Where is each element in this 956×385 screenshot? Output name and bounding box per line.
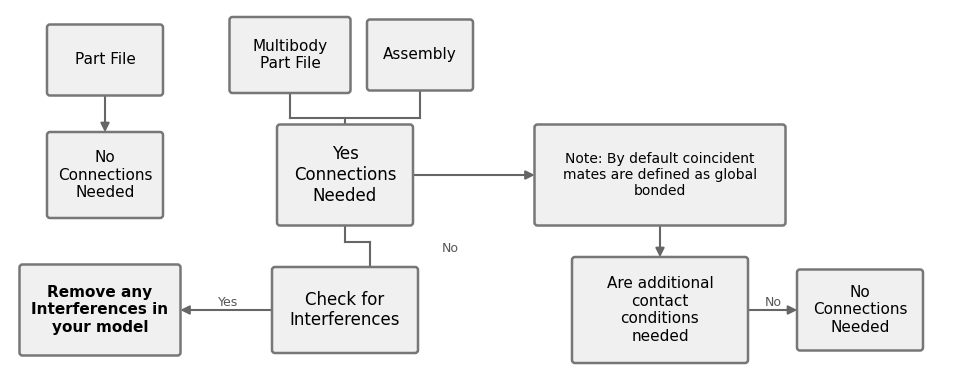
Text: Multibody
Part File: Multibody Part File	[252, 39, 328, 71]
FancyBboxPatch shape	[572, 257, 748, 363]
Text: Note: By default coincident
mates are defined as global
bonded: Note: By default coincident mates are de…	[563, 152, 757, 198]
Text: Yes: Yes	[218, 296, 238, 308]
FancyBboxPatch shape	[229, 17, 351, 93]
Text: Remove any
Interferences in
your model: Remove any Interferences in your model	[32, 285, 168, 335]
Text: Part File: Part File	[75, 52, 136, 67]
FancyBboxPatch shape	[797, 270, 923, 350]
Text: No: No	[442, 241, 459, 254]
Text: No
Connections
Needed: No Connections Needed	[813, 285, 907, 335]
Text: Check for
Interferences: Check for Interferences	[290, 291, 401, 330]
Text: No: No	[765, 296, 781, 308]
Text: No
Connections
Needed: No Connections Needed	[57, 150, 152, 200]
FancyBboxPatch shape	[47, 132, 163, 218]
FancyBboxPatch shape	[367, 20, 473, 90]
FancyBboxPatch shape	[19, 264, 181, 355]
Text: Assembly: Assembly	[383, 47, 457, 62]
Text: Are additional
contact
conditions
needed: Are additional contact conditions needed	[607, 276, 713, 343]
FancyBboxPatch shape	[534, 124, 786, 226]
Text: Yes
Connections
Needed: Yes Connections Needed	[293, 145, 396, 205]
FancyBboxPatch shape	[47, 25, 163, 95]
FancyBboxPatch shape	[277, 124, 413, 226]
FancyBboxPatch shape	[272, 267, 418, 353]
